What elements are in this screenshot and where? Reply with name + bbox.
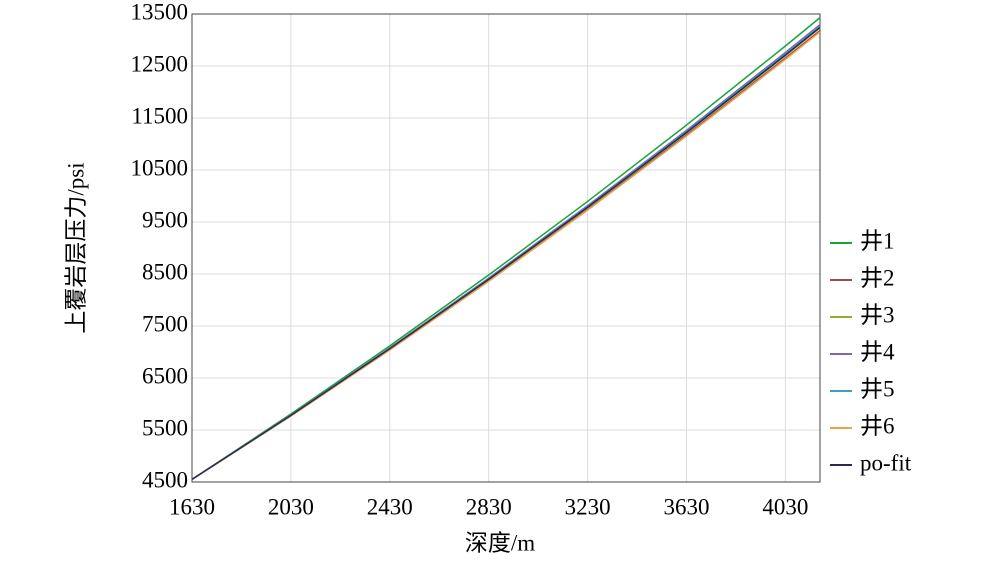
legend-label: 井2 xyxy=(860,265,895,290)
y-tick-label: 10500 xyxy=(131,155,189,180)
legend-label: 井4 xyxy=(860,339,895,364)
plot-area xyxy=(192,14,820,482)
x-tick-label: 3630 xyxy=(663,494,709,519)
y-tick-label: 13500 xyxy=(131,0,189,24)
y-tick-label: 11500 xyxy=(131,103,188,128)
series-line xyxy=(191,17,821,481)
x-tick-label: 2830 xyxy=(466,494,512,519)
legend-label: 井6 xyxy=(860,413,895,438)
y-tick-label: 7500 xyxy=(142,311,188,336)
x-tick-label: 2430 xyxy=(367,494,413,519)
x-axis-label: 深度/m xyxy=(465,530,535,555)
y-tick-label: 8500 xyxy=(142,259,188,284)
legend-label: 井3 xyxy=(860,302,895,327)
legend-label: po-fit xyxy=(860,450,912,475)
legend-label: 井1 xyxy=(860,228,895,253)
y-tick-label: 12500 xyxy=(131,51,189,76)
y-tick-label: 6500 xyxy=(142,363,188,388)
series-line xyxy=(191,26,821,481)
legend-label: 井5 xyxy=(860,376,895,401)
x-tick-label: 2030 xyxy=(268,494,314,519)
x-tick-label: 4030 xyxy=(762,494,808,519)
x-tick-label: 3230 xyxy=(565,494,611,519)
y-tick-label: 4500 xyxy=(142,467,188,492)
y-tick-label: 5500 xyxy=(142,415,188,440)
plot-frame xyxy=(191,13,821,483)
x-tick-label: 1630 xyxy=(169,494,215,519)
y-tick-label: 9500 xyxy=(142,207,188,232)
y-axis-label: 上覆岩层压力/psi xyxy=(63,162,88,333)
